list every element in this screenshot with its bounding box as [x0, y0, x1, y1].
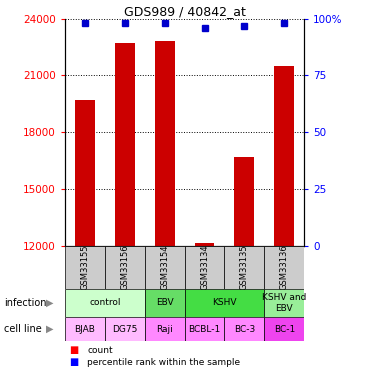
Text: ■: ■ — [69, 345, 78, 355]
Bar — [264, 317, 304, 341]
Text: cell line: cell line — [4, 324, 42, 334]
Bar — [65, 289, 145, 317]
Text: control: control — [89, 298, 121, 307]
Bar — [185, 246, 224, 289]
Text: GSM33156: GSM33156 — [120, 244, 129, 290]
Text: EBV: EBV — [156, 298, 174, 307]
Text: GSM33134: GSM33134 — [200, 244, 209, 290]
Bar — [145, 317, 185, 341]
Text: GSM33155: GSM33155 — [81, 244, 89, 290]
Bar — [115, 44, 135, 246]
Title: GDS989 / 40842_at: GDS989 / 40842_at — [124, 4, 246, 18]
Text: DG75: DG75 — [112, 324, 137, 334]
Text: ▶: ▶ — [46, 298, 54, 308]
Bar — [105, 246, 145, 289]
Bar — [234, 157, 255, 246]
Bar — [75, 100, 95, 246]
Text: count: count — [87, 346, 113, 355]
Bar — [274, 66, 294, 246]
Text: KSHV and
EBV: KSHV and EBV — [262, 293, 306, 312]
Text: BCBL-1: BCBL-1 — [188, 324, 221, 334]
Text: Raji: Raji — [156, 324, 173, 334]
Text: BJAB: BJAB — [75, 324, 95, 334]
Bar — [194, 243, 214, 246]
Bar — [145, 246, 185, 289]
Bar — [185, 289, 264, 317]
Bar — [105, 317, 145, 341]
Text: percentile rank within the sample: percentile rank within the sample — [87, 358, 240, 367]
Text: GSM33154: GSM33154 — [160, 244, 169, 290]
Text: KSHV: KSHV — [212, 298, 237, 307]
Text: infection: infection — [4, 298, 46, 308]
Bar — [155, 42, 175, 246]
Text: BC-1: BC-1 — [274, 324, 295, 334]
Bar — [264, 246, 304, 289]
Bar — [65, 246, 105, 289]
Bar — [264, 289, 304, 317]
Bar — [65, 317, 105, 341]
Text: ■: ■ — [69, 357, 78, 367]
Bar — [185, 317, 224, 341]
Text: ▶: ▶ — [46, 324, 54, 334]
Text: GSM33135: GSM33135 — [240, 244, 249, 290]
Text: GSM33136: GSM33136 — [280, 244, 289, 290]
Text: BC-3: BC-3 — [234, 324, 255, 334]
Bar — [224, 317, 264, 341]
Bar — [145, 289, 185, 317]
Bar — [224, 246, 264, 289]
